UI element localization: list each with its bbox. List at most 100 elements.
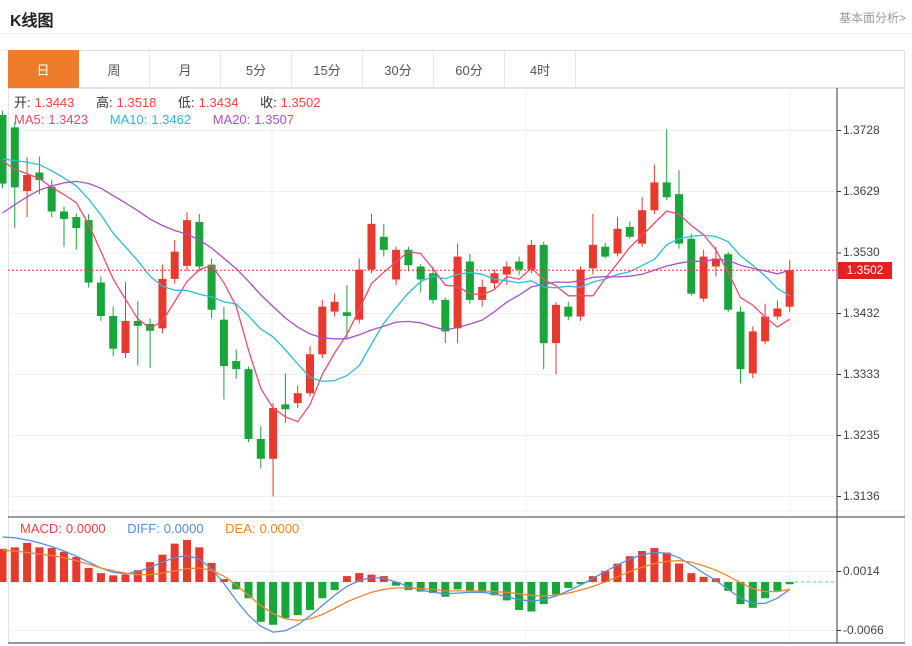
macd-bar: [84, 567, 93, 582]
candle-body: [441, 299, 450, 332]
low-value: 1.3434: [198, 95, 239, 110]
candle-body: [330, 301, 339, 312]
macd-bar: [515, 582, 524, 611]
macd-bar: [146, 562, 155, 582]
candle-body: [650, 182, 659, 211]
diff-label: DIFF:: [127, 521, 160, 536]
tab-30min[interactable]: 30分: [363, 51, 434, 87]
candle-body: [269, 408, 278, 459]
tab-60min[interactable]: 60分: [434, 51, 505, 87]
candle-body: [146, 323, 155, 331]
candle-body: [256, 438, 265, 459]
macd-bar: [355, 573, 364, 582]
macd-bar: [392, 582, 401, 586]
macd-bar: [318, 582, 327, 599]
ma20-label: MA20:: [212, 112, 251, 127]
macd-bar: [625, 556, 634, 582]
candle-body: [539, 244, 548, 344]
open-label: 开:: [14, 95, 31, 110]
tab-monthly[interactable]: 月: [150, 51, 221, 87]
macd-bar: [10, 547, 19, 582]
macd-label: MACD:: [20, 521, 62, 536]
candle-body: [133, 320, 142, 326]
macd-bar: [269, 582, 278, 625]
low-label: 低:: [178, 95, 195, 110]
high-value: 1.3518: [116, 95, 157, 110]
price-tick-label: 1.3235: [843, 427, 880, 442]
macd-bar: [183, 539, 191, 582]
ma10-value: 1.3462: [151, 112, 192, 127]
macd-bar: [699, 576, 708, 582]
high-label: 高:: [96, 95, 113, 110]
dea-label: DEA:: [225, 521, 256, 536]
dea-value: 0.0000: [259, 521, 300, 536]
tab-weekly[interactable]: 周: [79, 51, 150, 87]
macd-bar: [478, 582, 487, 594]
period-tab-bar: 日周月 5分 15分 30分 60分 4时: [8, 50, 905, 88]
ma5-value: 1.3423: [48, 112, 89, 127]
macd-bar: [219, 579, 228, 582]
candle-body: [379, 236, 388, 250]
macd-bar: [330, 582, 339, 591]
candle-body: [355, 269, 364, 320]
price-tick-label: 1.3629: [843, 184, 880, 199]
ma5-label: MA5:: [14, 112, 45, 127]
candle-body: [613, 228, 622, 254]
tab-15min[interactable]: 15分: [292, 51, 363, 87]
macd-bar: [429, 582, 437, 594]
price-tick-label: 1.3530: [843, 245, 880, 260]
candle-body: [96, 282, 105, 316]
macd-bar: [47, 548, 56, 582]
macd-bar: [109, 575, 118, 582]
macd-bar: [72, 556, 81, 582]
candle-body: [675, 194, 683, 244]
candle-body: [748, 331, 757, 374]
tab-4hour[interactable]: 4时: [505, 51, 576, 87]
candle-body: [736, 311, 745, 370]
macd-bar: [35, 547, 44, 582]
candle-body: [429, 273, 437, 300]
candle-body: [47, 186, 56, 212]
candle-body: [35, 172, 44, 180]
diff-line: [2, 536, 791, 633]
candle-body: [109, 315, 118, 349]
macd-bar: [785, 582, 794, 585]
macd-bar: [687, 573, 696, 582]
macd-bar: [576, 582, 585, 585]
fundamental-analysis-link[interactable]: 基本面分析>: [838, 11, 906, 25]
title-divider: [0, 33, 912, 34]
candle-body: [404, 249, 413, 266]
candle-body: [219, 319, 228, 367]
macd-bar: [638, 551, 647, 582]
candle-body: [232, 361, 241, 370]
ma-readout: MA5: 1.3423 MA10: 1.3462 MA20: 1.3507: [14, 112, 298, 127]
dea-line: [2, 549, 790, 622]
candle-body: [121, 320, 130, 354]
candle-body: [392, 249, 401, 280]
candle-body: [244, 369, 253, 439]
macd-bar: [379, 576, 388, 582]
candle-body: [158, 278, 167, 329]
macd-bar: [195, 547, 204, 582]
macd-bar: [724, 582, 733, 591]
candle-body: [724, 254, 733, 310]
close-label: 收:: [260, 95, 277, 110]
macd-bar: [60, 551, 68, 582]
tab-daily[interactable]: 日: [8, 50, 79, 88]
ma20-line: [2, 180, 790, 340]
macd-bar: [306, 582, 314, 611]
candle-body: [293, 393, 302, 404]
candle-body: [84, 220, 93, 283]
candle-body: [453, 256, 462, 329]
candle-body: [60, 211, 68, 219]
ohlc-readout: 开: 1.3443 高: 1.3518 低: 1.3434 收: 1.3502: [14, 92, 324, 111]
tab-5min[interactable]: 5分: [221, 51, 292, 87]
candle-body: [318, 306, 327, 355]
candle-body: [515, 261, 524, 270]
candle-body: [490, 273, 499, 284]
candle-body: [465, 261, 474, 300]
macd-bar: [588, 576, 597, 582]
candle-body: [416, 266, 425, 280]
